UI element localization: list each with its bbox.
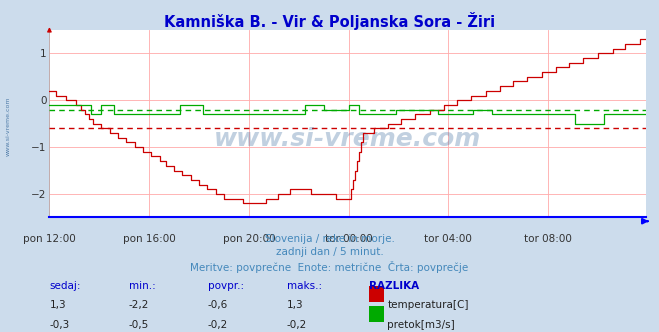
Text: -0,5: -0,5	[129, 320, 149, 330]
Text: pon 16:00: pon 16:00	[123, 234, 175, 244]
Text: 1,3: 1,3	[287, 300, 303, 310]
Text: sedaj:: sedaj:	[49, 281, 81, 290]
Text: maks.:: maks.:	[287, 281, 322, 290]
Text: -0,2: -0,2	[287, 320, 307, 330]
Text: tor 04:00: tor 04:00	[424, 234, 473, 244]
Text: Slovenija / reke in morje.: Slovenija / reke in morje.	[264, 234, 395, 244]
Text: -2,2: -2,2	[129, 300, 149, 310]
Text: www.si-vreme.com: www.si-vreme.com	[6, 96, 11, 156]
Text: Meritve: povprečne  Enote: metrične  Črta: povprečje: Meritve: povprečne Enote: metrične Črta:…	[190, 261, 469, 273]
Text: -0,2: -0,2	[208, 320, 228, 330]
Text: pon 20:00: pon 20:00	[223, 234, 275, 244]
Text: tor 00:00: tor 00:00	[325, 234, 372, 244]
Text: tor 08:00: tor 08:00	[524, 234, 572, 244]
Text: povpr.:: povpr.:	[208, 281, 244, 290]
Text: -0,6: -0,6	[208, 300, 228, 310]
Text: -0,3: -0,3	[49, 320, 70, 330]
Text: www.si-vreme.com: www.si-vreme.com	[214, 127, 481, 151]
Text: 1,3: 1,3	[49, 300, 66, 310]
Text: RAZLIKA: RAZLIKA	[369, 281, 419, 290]
Text: pon 12:00: pon 12:00	[23, 234, 76, 244]
Text: Kamniška B. - Vir & Poljanska Sora - Žiri: Kamniška B. - Vir & Poljanska Sora - Žir…	[164, 12, 495, 30]
Text: pretok[m3/s]: pretok[m3/s]	[387, 320, 455, 330]
Text: zadnji dan / 5 minut.: zadnji dan / 5 minut.	[275, 247, 384, 257]
Text: min.:: min.:	[129, 281, 156, 290]
Text: temperatura[C]: temperatura[C]	[387, 300, 469, 310]
